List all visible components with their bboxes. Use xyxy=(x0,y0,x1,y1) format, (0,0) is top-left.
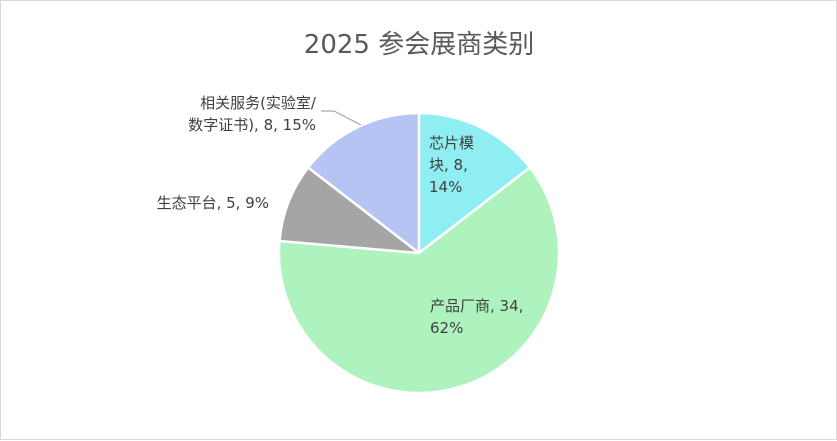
pie-slice-4 xyxy=(306,111,421,255)
slice-label-4: 相关服务(实验室/数字证书), 8, 15% xyxy=(188,94,317,134)
slice-label-line: 生态平台, 5, 9% xyxy=(157,194,269,212)
pie-slice-3 xyxy=(278,166,421,255)
slice-label-line: 产品厂商, 34, xyxy=(430,297,523,315)
pie-slice-2 xyxy=(277,166,561,395)
slice-label-2: 产品厂商, 34, 62% xyxy=(430,297,523,337)
pie-slices xyxy=(277,111,561,395)
slice-label-line: 芯片模 xyxy=(429,134,474,152)
leader-line xyxy=(321,110,362,126)
slice-label-line: 62% xyxy=(430,319,463,337)
chart-title: 2025 参会展商类别 xyxy=(304,30,534,60)
slice-label-1: 芯片模块, 8, 14% xyxy=(429,134,474,196)
slice-label-line: 14% xyxy=(429,178,462,196)
pie-labels: 芯片模块, 8, 14% 产品厂商, 34, 62% 生态平台, 5, 9% 相关服务(实… xyxy=(157,94,524,337)
slice-label-3: 生态平台, 5, 9% xyxy=(157,194,269,212)
slice-label-line: 块, 8, xyxy=(429,156,468,174)
slice-label-line: 相关服务(实验室/ xyxy=(200,94,317,112)
pie-slice-1 xyxy=(417,111,532,255)
slice-label-line: 数字证书), 8, 15% xyxy=(188,116,316,134)
